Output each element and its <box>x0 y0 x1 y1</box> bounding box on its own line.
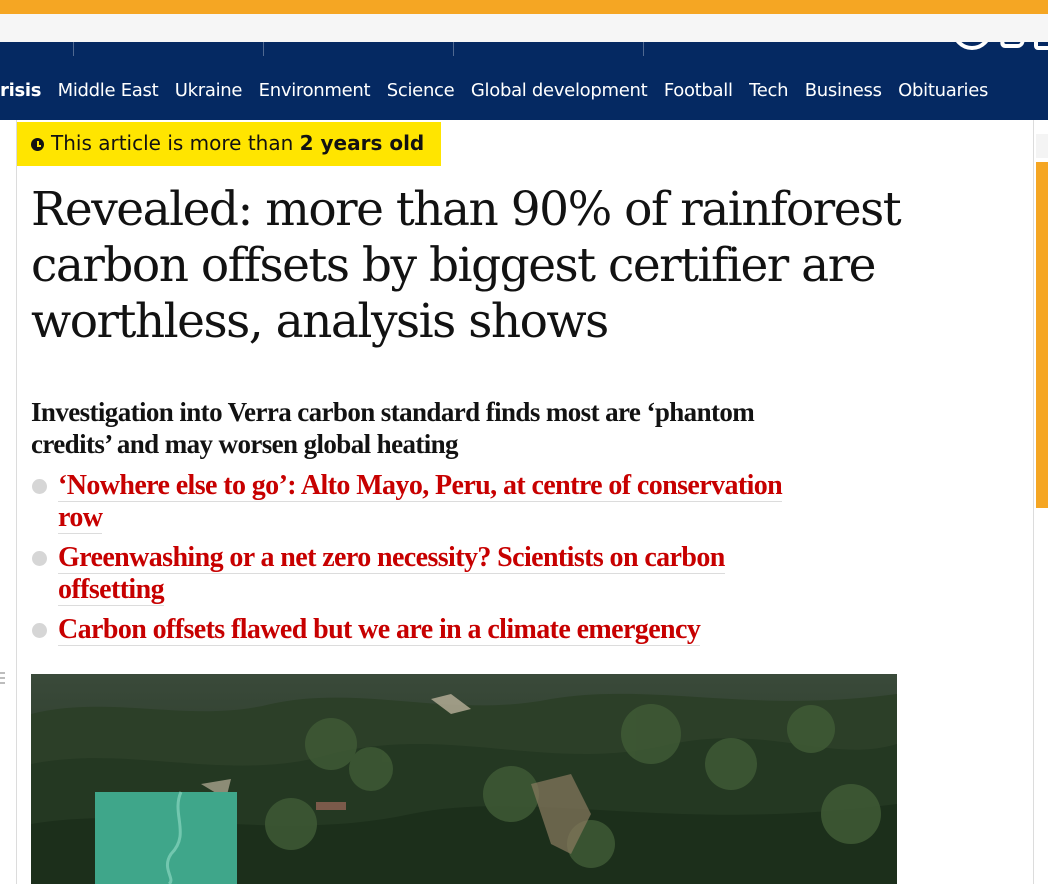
age-badge-text: This article is more than <box>51 131 294 155</box>
subnav-item-ukraine[interactable]: Ukraine <box>174 80 243 101</box>
bullet-icon <box>32 623 47 638</box>
related-link[interactable]: Carbon offsets flawed but we are in a cl… <box>58 614 701 646</box>
related-link[interactable]: Greenwashing or a net zero necessity? Sc… <box>58 542 725 606</box>
subnav-item-global-development[interactable]: Global development <box>470 80 648 101</box>
related-link-item: ‘Nowhere else to go’: Alto Mayo, Peru, a… <box>31 470 831 534</box>
hero-image <box>31 674 897 884</box>
related-link-item: Greenwashing or a net zero necessity? Sc… <box>31 542 831 606</box>
guardian-logo[interactable] <box>908 42 1048 62</box>
column-divider <box>16 120 17 884</box>
article-headline: Revealed: more than 90% of rainforest ca… <box>31 182 902 349</box>
subnav-item-obituaries[interactable]: Obituaries <box>898 80 989 101</box>
rainforest-photo <box>31 674 897 884</box>
subnav-item-football[interactable]: Football <box>663 80 733 101</box>
related-links-list: ‘Nowhere else to go’: Alto Mayo, Peru, a… <box>31 470 831 654</box>
clock-icon <box>31 138 44 151</box>
share-handle-icon[interactable] <box>0 672 5 690</box>
column-divider <box>1033 120 1034 884</box>
pillar-nav <box>0 42 1048 62</box>
subnav-item-middle-east[interactable]: Middle East <box>57 80 159 101</box>
article-age-warning: This article is more than 2 years old <box>17 122 441 166</box>
browser-top-strip <box>0 14 1048 43</box>
pillar-divider <box>263 42 264 56</box>
right-rail-strip <box>1036 134 1048 158</box>
article-standfirst: Investigation into Verra carbon standard… <box>31 397 755 459</box>
related-link[interactable]: ‘Nowhere else to go’: Alto Mayo, Peru, a… <box>58 470 783 534</box>
right-rail-accent <box>1036 162 1048 508</box>
subnav-item-tech[interactable]: Tech <box>749 80 789 101</box>
pillar-divider <box>73 42 74 56</box>
subnav-item-environment[interactable]: Environment <box>258 80 371 101</box>
top-accent-bar <box>0 0 1048 14</box>
bullet-icon <box>32 479 47 494</box>
subnav-list: risis Middle East Ukraine Environment Sc… <box>0 80 1000 101</box>
subnav-item-science[interactable]: Science <box>386 80 455 101</box>
related-link-item: Carbon offsets flawed but we are in a cl… <box>31 614 831 646</box>
bullet-icon <box>32 551 47 566</box>
subnav-item-climate-crisis[interactable]: risis <box>0 80 42 101</box>
section-subnav: risis Middle East Ukraine Environment Sc… <box>0 62 1048 120</box>
pillar-divider <box>643 42 644 56</box>
pillar-divider <box>453 42 454 56</box>
subnav-item-business[interactable]: Business <box>804 80 882 101</box>
age-badge-bold: 2 years old <box>299 131 425 155</box>
